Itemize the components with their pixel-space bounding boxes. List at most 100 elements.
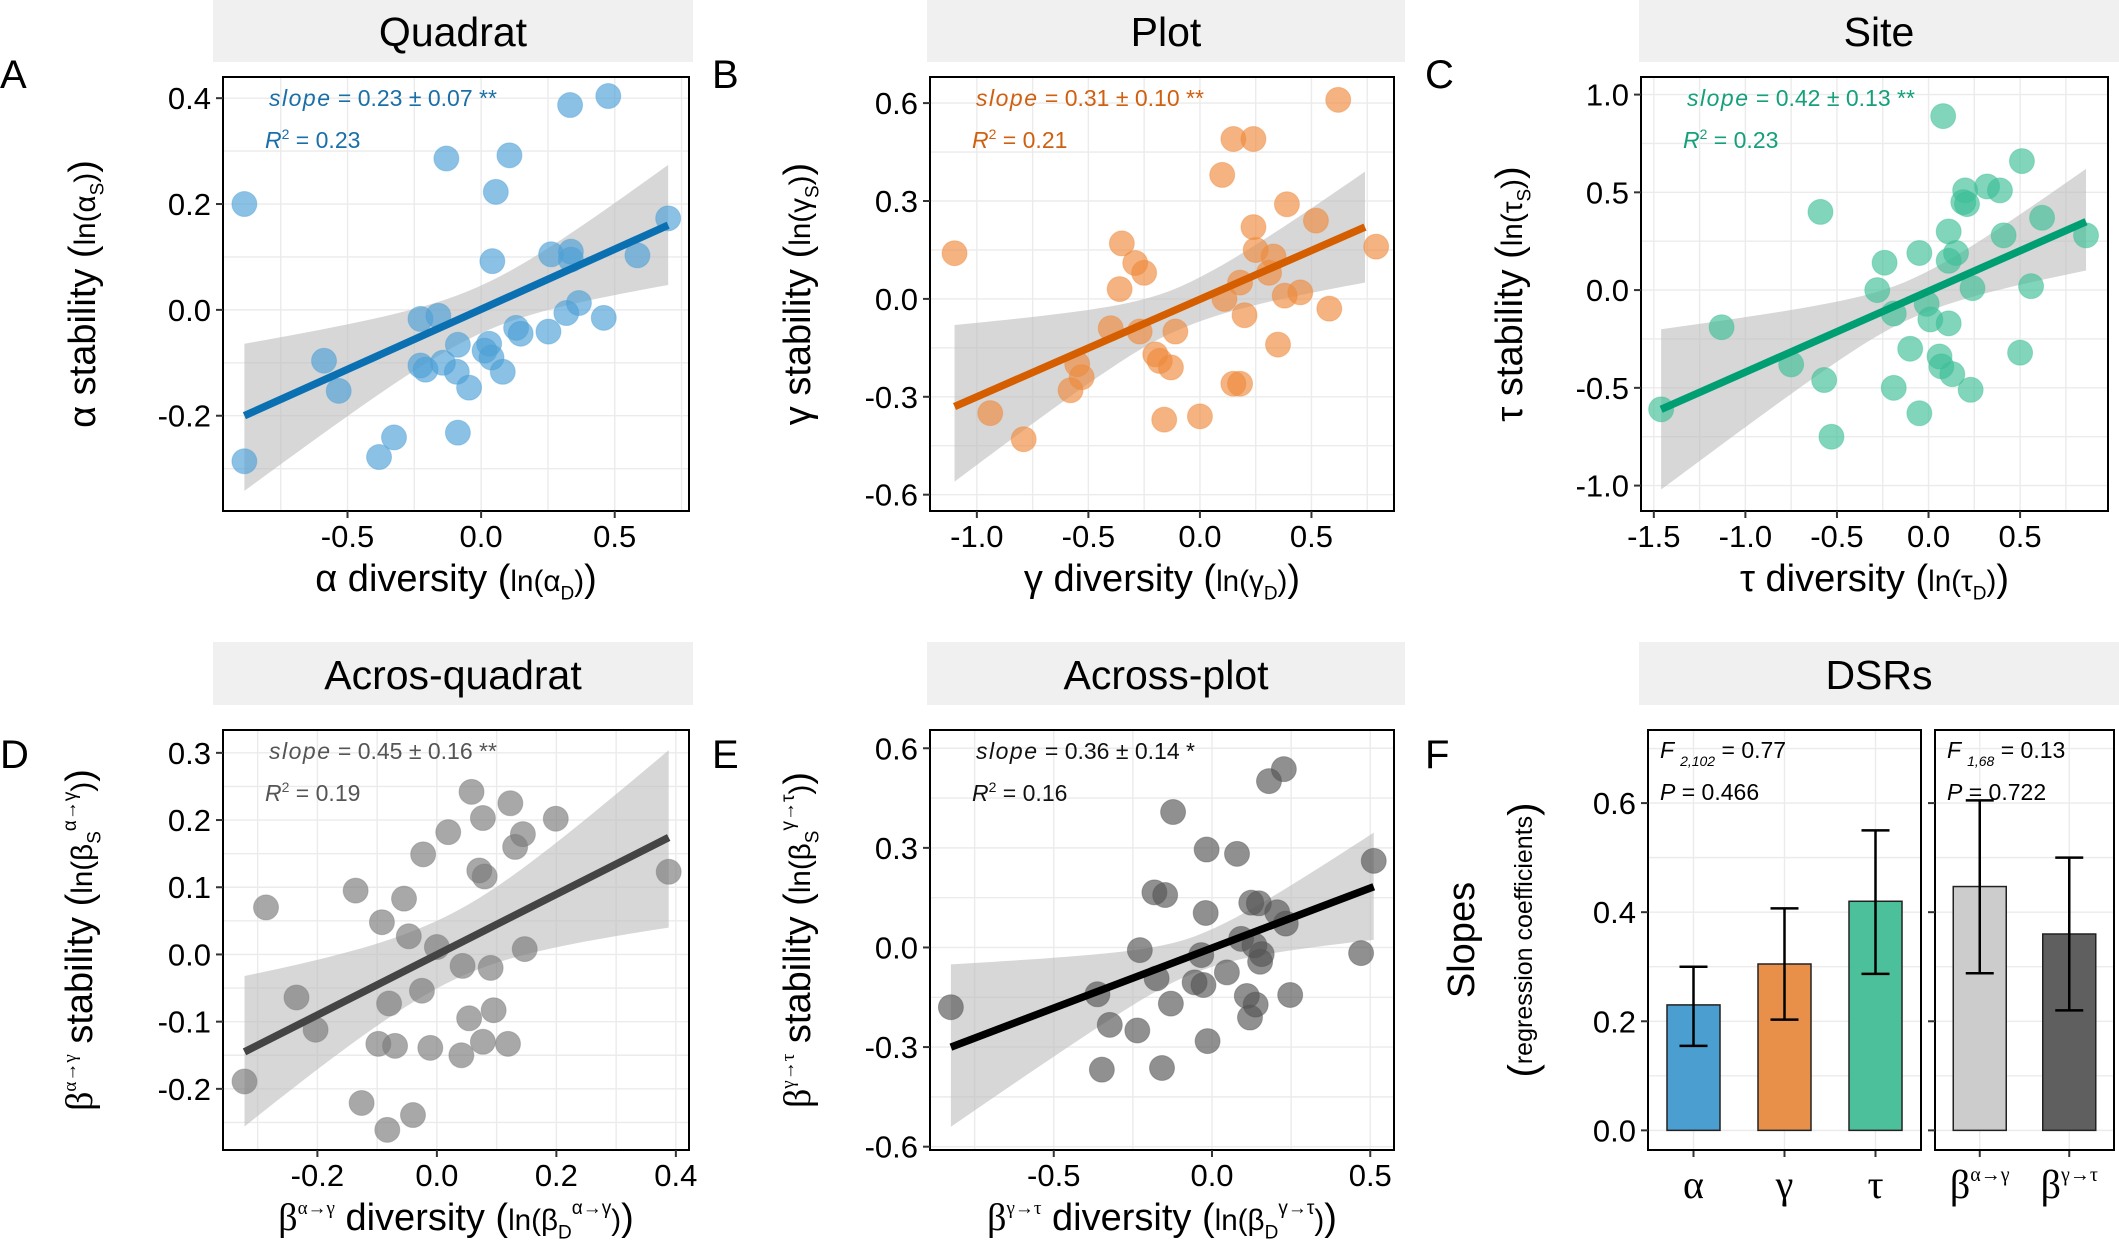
- data-point: [1231, 302, 1258, 329]
- y-axis-title-part: ): [777, 163, 819, 176]
- x-axis-title-part: (: [498, 558, 511, 600]
- x-tick-label: 0.0: [415, 1158, 458, 1193]
- regression-line: [949, 883, 1376, 1051]
- x-axis-title-part: (: [495, 1197, 508, 1239]
- data-point: [1149, 1054, 1175, 1081]
- y-axis-title-part: S: [84, 831, 105, 844]
- x-axis-title-part: γ→τ: [1278, 1198, 1315, 1219]
- y-tick-label: -0.3: [865, 380, 918, 415]
- data-point: [1906, 239, 1933, 266]
- data-point: [1057, 377, 1084, 404]
- data-point: [1363, 233, 1390, 260]
- panel-header-strip: [213, 642, 693, 705]
- data-point: [1151, 406, 1178, 433]
- data-point: [1240, 126, 1267, 152]
- data-point: [1325, 86, 1352, 113]
- r2-superscript: 2: [282, 779, 290, 795]
- p-label: P: [1947, 779, 1963, 805]
- data-point: [1270, 756, 1297, 783]
- data-point: [342, 877, 369, 904]
- data-point: [480, 997, 507, 1024]
- x-axis-title-part: ): [1996, 558, 2009, 600]
- y-axis-title-part: S: [87, 183, 108, 196]
- data-point: [381, 424, 408, 451]
- panel-title: Acros-quadrat: [324, 652, 582, 698]
- data-point: [1157, 990, 1184, 1017]
- r2-annotation: R2 = 0.16: [972, 779, 1067, 806]
- x-axis-title-part: D: [1265, 1222, 1279, 1243]
- data-point: [1265, 331, 1291, 358]
- y-axis-title-part: γ stability: [777, 258, 819, 425]
- x-axis-title-part: ): [611, 1204, 621, 1237]
- data-point: [1871, 249, 1898, 276]
- regression-line: [242, 834, 671, 1056]
- y-tick-label: 0.6: [1593, 786, 1636, 821]
- y-tick-label: 0.3: [168, 736, 211, 771]
- x-tick-label: βγ→τ: [2041, 1162, 2098, 1207]
- y-axis-title-part: ): [777, 772, 819, 785]
- x-axis-title-part: D: [1264, 583, 1278, 604]
- x-tick-label: βα→γ: [1950, 1162, 2010, 1207]
- data-point: [1124, 1017, 1151, 1044]
- x-tick-label: α: [1683, 1162, 1704, 1207]
- y-axis-title-part: α stability: [62, 258, 104, 428]
- y-axis-title-part: ): [69, 173, 102, 183]
- data-point: [2007, 339, 2034, 366]
- data-point: [1880, 374, 1907, 401]
- data-point: [368, 909, 395, 936]
- data-point: [231, 1068, 258, 1095]
- y-axis-title-part: S: [802, 831, 823, 844]
- panel-header-strip: [927, 642, 1405, 705]
- y-tick-label: 0.2: [168, 187, 211, 222]
- x-axis-title-part: τ diversity: [1740, 558, 1916, 600]
- data-point: [1935, 247, 1962, 274]
- data-point: [595, 83, 622, 110]
- x-axis-title-part: (: [1915, 558, 1928, 600]
- y-tick-label: 0.3: [875, 831, 918, 866]
- data-point: [1240, 214, 1267, 241]
- x-axis-title-part: α diversity: [315, 558, 497, 600]
- x-tick-label-part: α→γ: [1970, 1164, 2009, 1186]
- y-axis-title-part: ln(β: [66, 844, 99, 894]
- y-axis-title-part: (: [1489, 246, 1531, 259]
- x-axis-title-part: ): [621, 1197, 634, 1239]
- data-point: [469, 1028, 496, 1055]
- f-label: F: [1947, 737, 1963, 763]
- x-axis-title-part: (: [1203, 558, 1216, 600]
- data-point: [1957, 376, 1984, 403]
- x-tick-label-part: β: [2041, 1162, 2061, 1207]
- panel-letter: A: [0, 53, 27, 97]
- x-tick-label-part: γ→τ: [2060, 1164, 2098, 1186]
- y-tick-label: -0.3: [865, 1030, 918, 1065]
- x-tick-label: 0.0: [1178, 519, 1221, 554]
- y-tick-label: -0.5: [1576, 371, 1629, 406]
- panel-title: Site: [1844, 9, 1915, 55]
- y-tick-label: 0.2: [168, 803, 211, 838]
- y-axis-subtitle-text: regression coefficients: [1510, 816, 1538, 1064]
- x-axis-title-part: α→γ: [572, 1198, 612, 1219]
- data-point: [1131, 259, 1158, 286]
- data-point: [941, 240, 968, 267]
- x-tick-label: -1.0: [1719, 519, 1772, 554]
- y-axis-title-part: ): [784, 175, 817, 185]
- data-point: [1897, 335, 1924, 362]
- slope-label: slope: [976, 738, 1038, 764]
- slope-label: slope: [269, 738, 331, 764]
- panel-header-strip: [1639, 642, 2119, 705]
- x-axis-title-part: α→γ: [298, 1198, 335, 1219]
- data-point: [1193, 836, 1220, 863]
- x-axis-title-part: ln(γ: [1216, 565, 1264, 598]
- x-axis-title-part: D: [1973, 583, 1987, 604]
- data-point: [1906, 400, 1933, 427]
- slope-value: = 0.42 ± 0.13 **: [1749, 85, 1914, 111]
- data-point: [496, 142, 523, 169]
- x-tick-label: τ: [1867, 1162, 1883, 1207]
- scatter-panel-A: -0.5 0.0 0.5 -0.2 0.0 0.2 0.4 slope = 0.23 ± 0.…: [62, 76, 690, 604]
- x-tick-label-part: τ: [1867, 1162, 1883, 1207]
- data-point: [433, 145, 460, 172]
- paren-close: ): [1501, 803, 1545, 816]
- x-axis-title-part: ): [1987, 565, 1997, 598]
- y-tick-label: 0.2: [1593, 1004, 1636, 1039]
- panel-title: Plot: [1131, 9, 1202, 55]
- paren-open: (: [1501, 1063, 1545, 1077]
